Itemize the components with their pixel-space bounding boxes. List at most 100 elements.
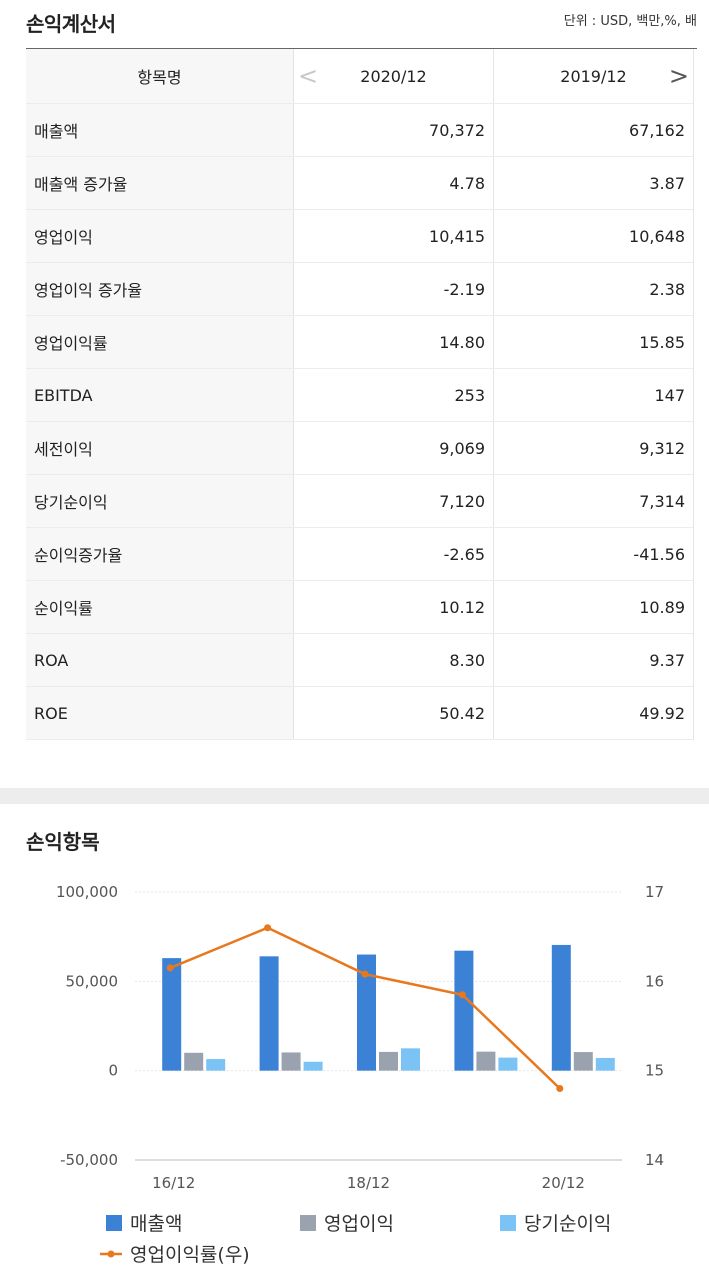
page-title: 손익계산서 (26, 12, 116, 36)
table-row: 세전이익 9,069 9,312 (26, 421, 694, 475)
table-row: ROE 50.42 49.92 (26, 686, 694, 740)
bar (476, 1051, 496, 1071)
bar (379, 1051, 398, 1071)
period-1-label: 2020/12 (360, 66, 427, 86)
bar (357, 954, 376, 1071)
table-row: ROA 8.30 9.37 (26, 633, 694, 687)
row-value-period-2: 2.38 (493, 262, 694, 316)
row-label: 영업이익 증가율 (26, 262, 294, 316)
row-value-period-1: -2.65 (293, 527, 494, 581)
legend-label: 당기순이익 (524, 1213, 611, 1235)
bar (551, 944, 571, 1071)
legend-swatch (500, 1215, 516, 1231)
y-right-tick-label: 17 (645, 883, 664, 901)
row-value-period-2: 7,314 (493, 474, 694, 528)
row-value-period-1: 14.80 (293, 315, 494, 369)
row-value-period-2: 147 (493, 368, 694, 422)
x-tick-label: 20/12 (542, 1174, 585, 1192)
statement-header: 손익계산서 단위 : USD, 백만,%, 배 (26, 0, 697, 49)
bar (162, 958, 182, 1071)
y-right-tick-label: 16 (645, 972, 664, 990)
table-row: 매출액 증가율 4.78 3.87 (26, 156, 694, 210)
row-value-period-2: 9.37 (493, 633, 694, 687)
table-row: 영업이익률 14.80 15.85 (26, 315, 694, 369)
bar (454, 950, 474, 1071)
bar (281, 1052, 301, 1071)
y-right-tick-label: 15 (645, 1062, 664, 1080)
row-value-period-1: 10.12 (293, 580, 494, 634)
next-period-icon[interactable]: > (668, 62, 689, 90)
row-value-period-2: 49.92 (493, 686, 694, 740)
x-tick-label: 18/12 (347, 1174, 390, 1192)
line-point (264, 924, 272, 932)
table-row: EBITDA 253 147 (26, 368, 694, 422)
unit-label: 단위 : USD, 백만,%, 배 (563, 14, 697, 29)
section-divider (0, 788, 709, 804)
bar (498, 1057, 518, 1071)
y-left-tick-label: 0 (108, 1062, 118, 1080)
income-statement-table: 항목명 < 2020/12 2019/12 > 매출액 70,372 67,162 매… (26, 49, 694, 740)
row-label: 매출액 (26, 103, 294, 157)
legend-label: 영업이익 (324, 1213, 394, 1235)
row-value-period-2: 15.85 (493, 315, 694, 369)
row-label: 매출액 증가율 (26, 156, 294, 210)
row-value-period-2: -41.56 (493, 527, 694, 581)
line-point (361, 970, 369, 978)
y-right-tick-label: 14 (645, 1151, 664, 1169)
column-header-period-2: 2019/12 > (493, 49, 694, 104)
row-label: EBITDA (26, 368, 294, 422)
income-items-chart: 100,000 17 50,000 16 0 15 -50,000 14 16/12 18/12 2… (56, 883, 664, 1266)
row-value-period-2: 10.89 (493, 580, 694, 634)
y-left-tick-label: 100,000 (56, 883, 118, 901)
row-value-period-1: 4.78 (293, 156, 494, 210)
row-label: ROE (26, 686, 294, 740)
row-label: 영업이익 (26, 209, 294, 263)
table-row: 당기순이익 7,120 7,314 (26, 474, 694, 528)
row-value-period-2: 9,312 (493, 421, 694, 475)
row-label: ROA (26, 633, 294, 687)
table-row: 순이익률 10.12 10.89 (26, 580, 694, 634)
row-label: 당기순이익 (26, 474, 294, 528)
line-point (458, 991, 466, 999)
table-header-row: 항목명 < 2020/12 2019/12 > (26, 49, 694, 104)
bar (401, 1048, 420, 1071)
row-value-period-1: 253 (293, 368, 494, 422)
row-label: 세전이익 (26, 421, 294, 475)
row-value-period-1: 70,372 (293, 103, 494, 157)
legend-label: 영업이익률(우) (130, 1244, 250, 1266)
row-value-period-1: 9,069 (293, 421, 494, 475)
table-row: 영업이익 증가율 -2.19 2.38 (26, 262, 694, 316)
bar (259, 956, 279, 1071)
legend-swatch (106, 1215, 122, 1231)
table-row: 매출액 70,372 67,162 (26, 103, 694, 157)
row-value-period-2: 67,162 (493, 103, 694, 157)
y-left-tick-label: 50,000 (66, 972, 119, 990)
line-point (556, 1085, 564, 1093)
column-header-period-1: < 2020/12 (293, 49, 494, 104)
bar (206, 1059, 226, 1071)
y-left-tick-label: -50,000 (60, 1151, 118, 1169)
row-value-period-2: 10,648 (493, 209, 694, 263)
bar (595, 1057, 615, 1071)
row-value-period-1: 10,415 (293, 209, 494, 263)
line-point (166, 964, 174, 972)
column-header-item: 항목명 (26, 49, 294, 104)
legend-label: 매출액 (130, 1213, 182, 1235)
chart-section-title: 손익항목 (26, 830, 100, 854)
row-value-period-1: 7,120 (293, 474, 494, 528)
row-label: 영업이익률 (26, 315, 294, 369)
bar (184, 1052, 204, 1071)
row-label: 순이익률 (26, 580, 294, 634)
bar (573, 1052, 593, 1071)
x-tick-label: 16/12 (152, 1174, 195, 1192)
table-row: 순이익증가율 -2.65 -41.56 (26, 527, 694, 581)
prev-period-icon[interactable]: < (298, 62, 319, 90)
row-value-period-1: -2.19 (293, 262, 494, 316)
table-row: 영업이익 10,415 10,648 (26, 209, 694, 263)
row-value-period-1: 50.42 (293, 686, 494, 740)
row-value-period-2: 3.87 (493, 156, 694, 210)
legend-line-marker (107, 1250, 115, 1258)
period-2-label: 2019/12 (560, 66, 627, 86)
legend-swatch (300, 1215, 316, 1231)
row-value-period-1: 8.30 (293, 633, 494, 687)
